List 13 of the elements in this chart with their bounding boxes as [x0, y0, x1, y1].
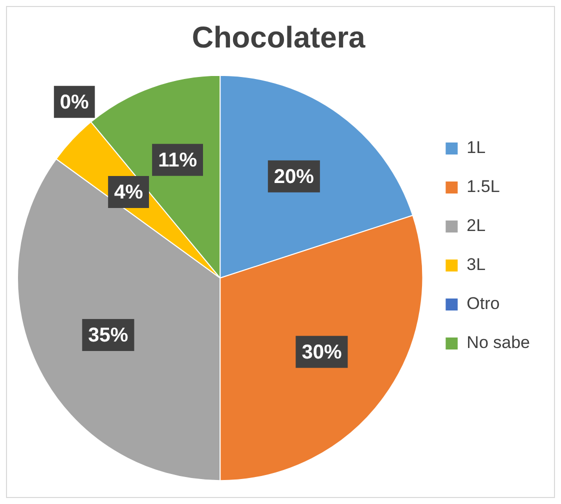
- data-label: 4%: [114, 182, 144, 204]
- legend-label: 1.5L: [466, 177, 500, 196]
- data-label: 20%: [274, 166, 314, 188]
- text: 0%: [60, 91, 89, 114]
- data-label: 35%: [88, 324, 128, 347]
- chart-title: Chocolatera: [192, 21, 366, 54]
- legend-label: 2L: [466, 216, 486, 236]
- data-label: 11%: [158, 149, 198, 172]
- legend-label: 3L: [466, 255, 486, 274]
- legend-label: 1L: [466, 138, 486, 158]
- legend-label: No sabe: [466, 333, 530, 352]
- legend-label: Otro: [466, 294, 500, 314]
- data-label: 30%: [302, 341, 342, 364]
